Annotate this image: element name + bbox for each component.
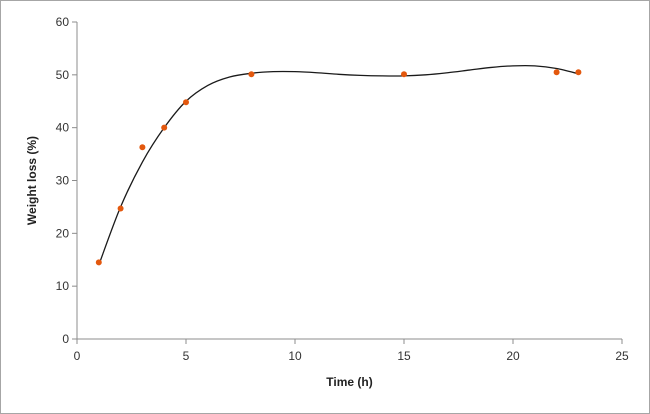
data-points xyxy=(95,69,582,266)
tick-marks xyxy=(72,21,623,344)
x-tick-label: 25 xyxy=(615,349,629,363)
y-tick-label: 20 xyxy=(56,226,70,240)
x-tick-label: 15 xyxy=(397,349,411,363)
axes xyxy=(76,22,622,340)
data-point xyxy=(183,99,189,106)
data-point xyxy=(553,69,560,76)
y-tick-label: 60 xyxy=(56,15,70,29)
data-point xyxy=(401,71,407,78)
data-point xyxy=(575,69,582,76)
y-tick-label: 10 xyxy=(56,279,70,293)
data-point xyxy=(117,205,124,212)
x-tick-label: 5 xyxy=(183,349,190,363)
x-tick-label: 10 xyxy=(288,349,302,363)
trend-line xyxy=(98,64,579,266)
y-tick-label: 50 xyxy=(56,68,70,82)
y-tick-label: 40 xyxy=(56,121,70,135)
data-point xyxy=(139,144,146,151)
x-axis-title: Time (h) xyxy=(326,375,372,389)
data-point xyxy=(161,124,168,131)
y-axis-title: Weight loss (%) xyxy=(25,136,39,225)
x-tick-label: 20 xyxy=(506,349,520,363)
tick-labels: 0 5 10 15 20 25 0 10 20 30 40 50 60 xyxy=(56,15,629,363)
data-point xyxy=(95,259,102,266)
y-tick-label: 0 xyxy=(62,332,69,346)
x-tick-label: 0 xyxy=(74,349,81,363)
data-point xyxy=(248,71,255,78)
y-tick-label: 30 xyxy=(56,174,70,188)
